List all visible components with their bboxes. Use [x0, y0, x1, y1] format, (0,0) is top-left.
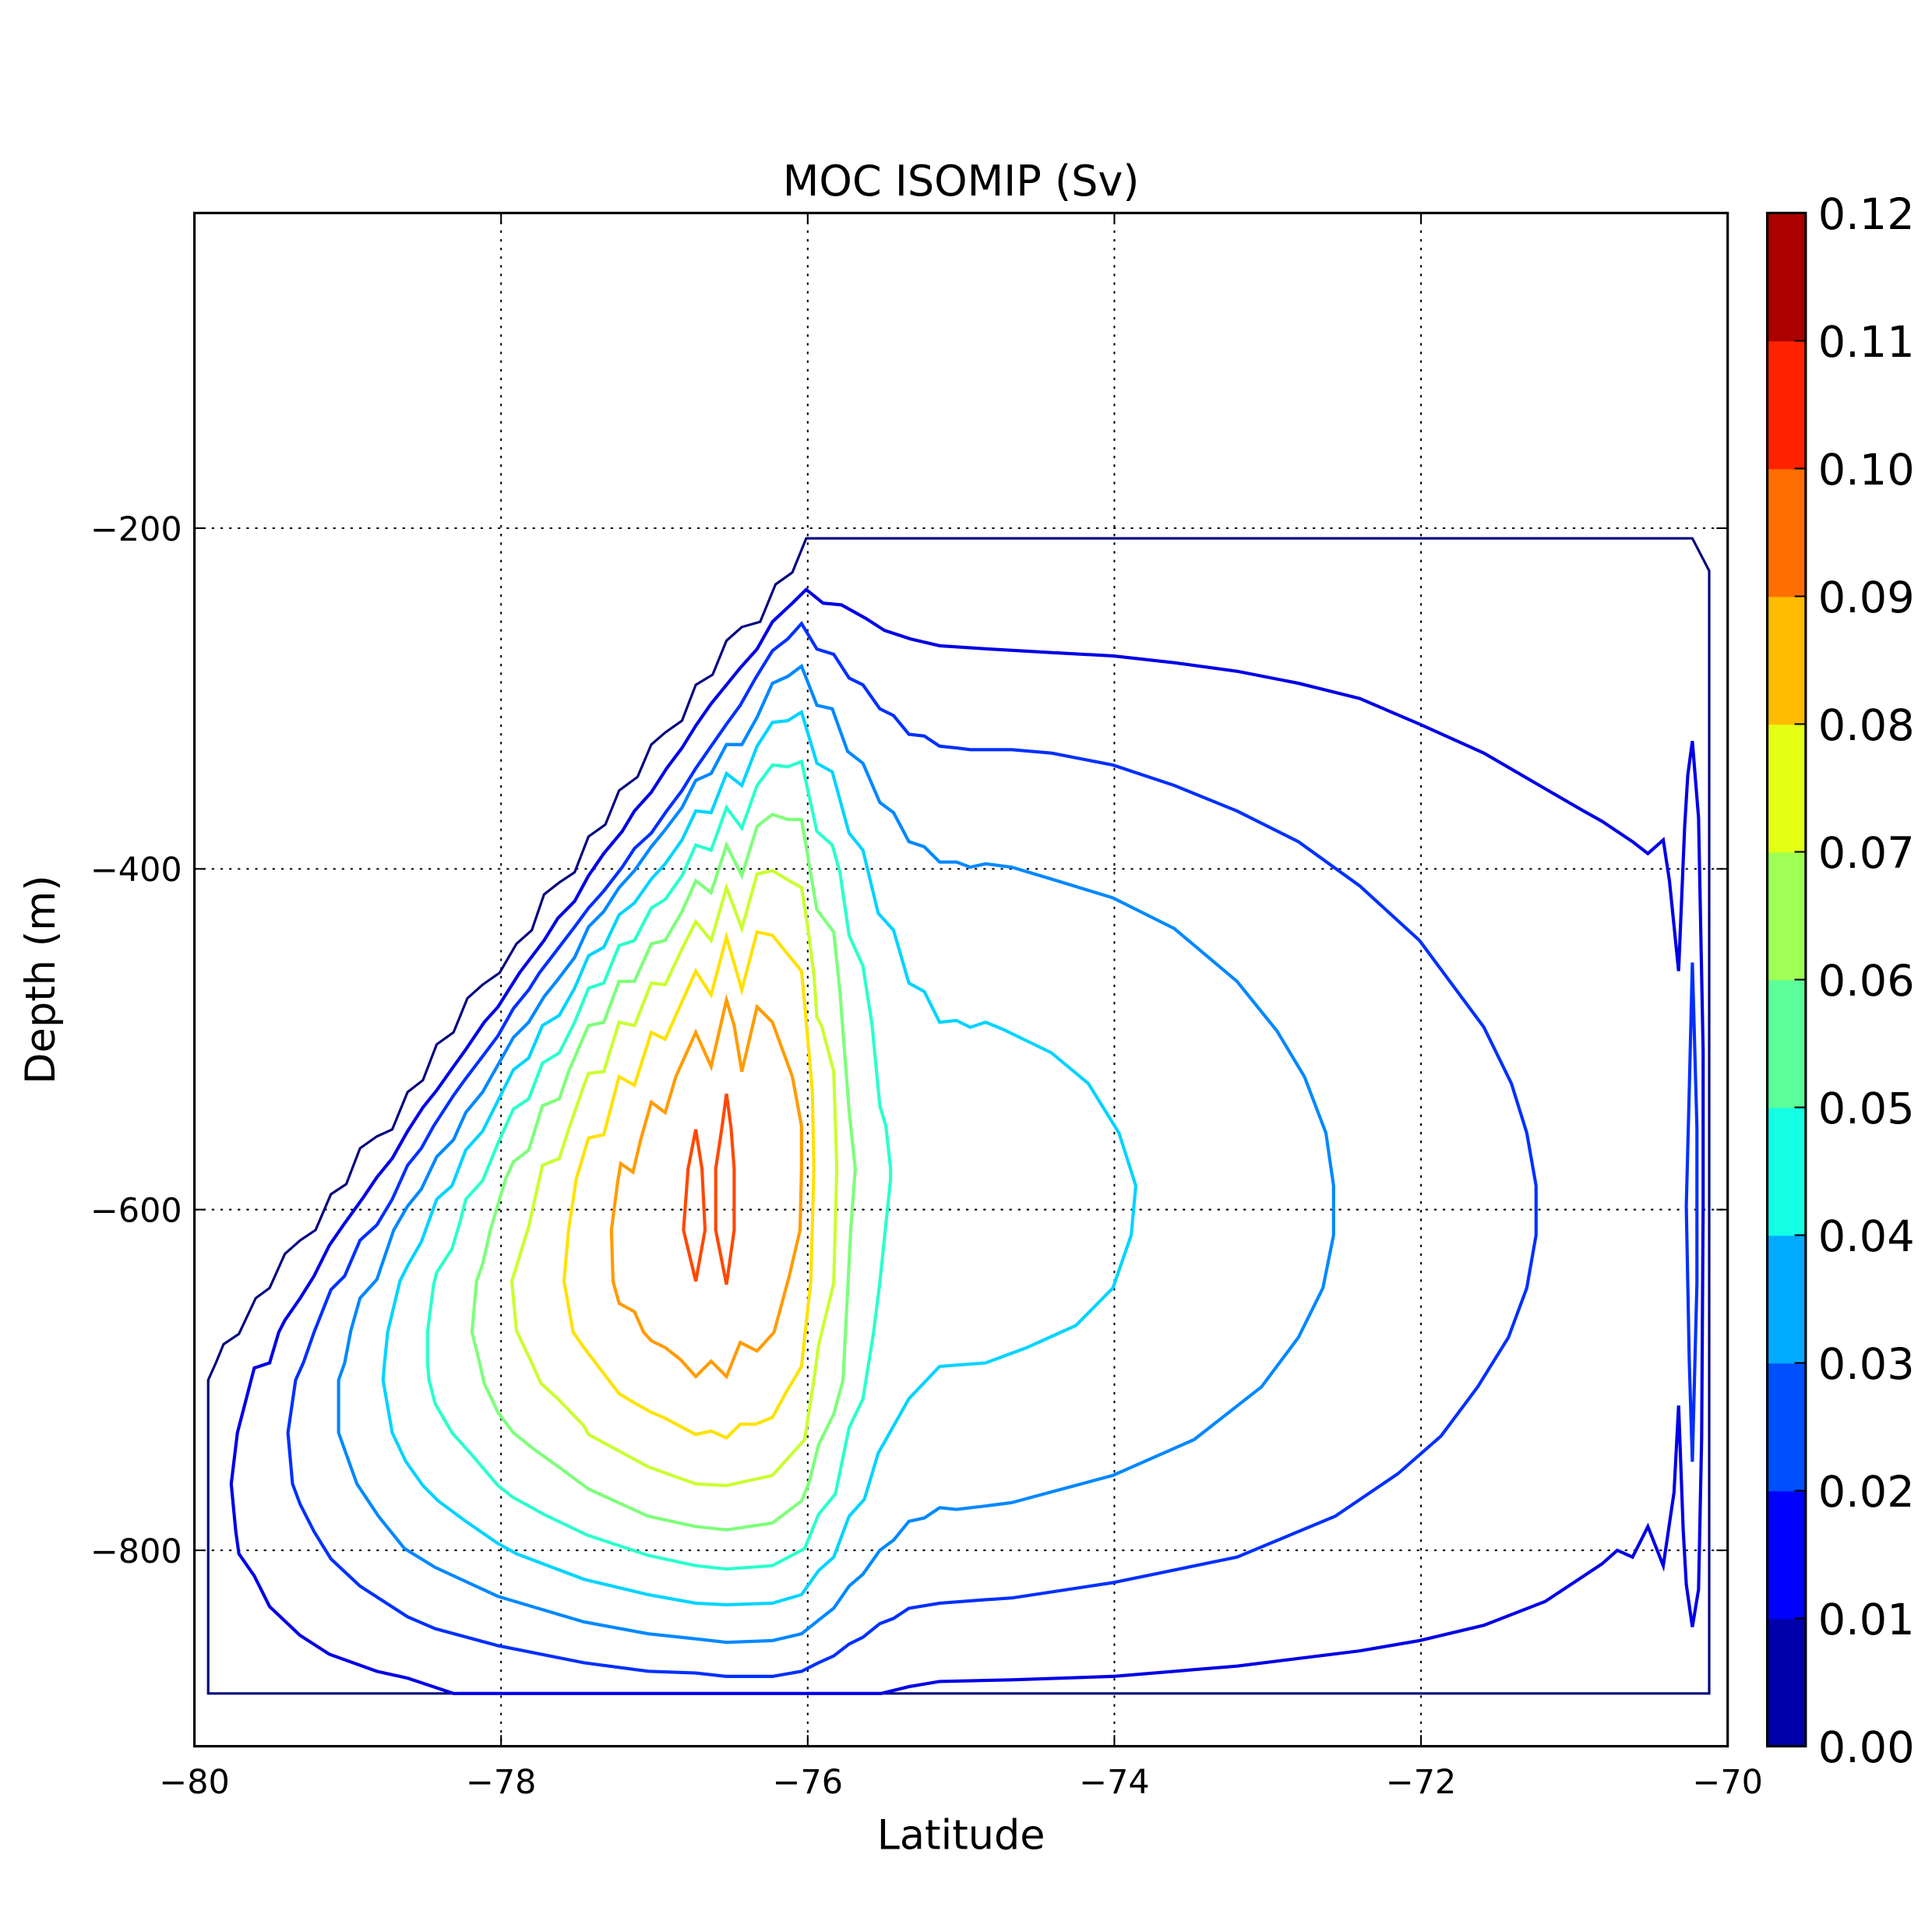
contour-line-0.07 — [509, 869, 839, 1487]
colorbar-band — [1767, 596, 1806, 725]
y-axis-label: Depth (m) — [17, 875, 65, 1084]
colorbar-band — [1767, 979, 1806, 1109]
contour-line-0.08 — [562, 929, 816, 1440]
x-tick-label: −76 — [773, 1763, 844, 1802]
contour-line-0.10 — [714, 1093, 736, 1285]
contour-lines — [206, 537, 1711, 1695]
colorbar-tick-label: 0.10 — [1818, 445, 1915, 495]
colorbar-band — [1767, 340, 1806, 470]
colorbar-tick-label: 0.06 — [1818, 956, 1915, 1007]
contour-line-0.05 — [425, 759, 893, 1571]
x-tick-label: −72 — [1386, 1763, 1457, 1802]
colorbar-band — [1767, 724, 1806, 853]
colorbar-band — [1767, 1618, 1806, 1747]
colorbar-band — [1767, 1107, 1806, 1236]
colorbar-tick-label: 0.02 — [1818, 1467, 1915, 1518]
y-tick-label: −400 — [90, 851, 182, 890]
colorbar-tick-label: 0.05 — [1818, 1084, 1915, 1134]
colorbar-tick-label: 0.07 — [1818, 828, 1915, 879]
colorbar-band — [1767, 1363, 1806, 1492]
colorbar-tick-label: 0.01 — [1818, 1595, 1915, 1645]
colorbar-tick-label: 0.12 — [1818, 189, 1915, 240]
y-tick-label: −600 — [90, 1192, 182, 1231]
x-tick-label: −70 — [1692, 1763, 1763, 1802]
chart-title: MOC ISOMIP (Sv) — [783, 157, 1140, 206]
colorbar-tick-label: 0.04 — [1818, 1211, 1915, 1262]
axis-ticks: −80 −78 −76 −74 −72 −70 −800 −600 −400 −200 — [90, 213, 1763, 1802]
colorbar-tick-label: 0.08 — [1818, 700, 1915, 751]
colorbar-band — [1767, 213, 1806, 342]
colorbar-band — [1767, 468, 1806, 598]
x-axis-label: Latitude — [877, 1811, 1045, 1859]
colorbar-band — [1767, 1235, 1806, 1364]
contour-line-0.00 — [206, 537, 1711, 1695]
contour-line-0.02 — [1684, 962, 1699, 1462]
colorbar-tick-label: 0.03 — [1818, 1339, 1915, 1390]
contour-line-0.09 — [609, 993, 803, 1380]
contour-line-0.06 — [470, 813, 857, 1532]
contour-line-0.04 — [381, 709, 1138, 1607]
x-tick-label: −74 — [1079, 1763, 1150, 1802]
colorbar-band — [1767, 1490, 1806, 1620]
colorbar: 0.00 0.01 0.02 0.03 0.04 0.05 0.06 0.07 0.08 0.09… — [1765, 189, 1915, 1773]
axes-frame — [193, 211, 1729, 1748]
contour-line-0.01 — [229, 587, 1705, 1695]
contour-line-0.10 — [682, 1129, 707, 1282]
colorbar-tick-label: 0.09 — [1818, 573, 1915, 623]
colorbar-band — [1767, 851, 1806, 981]
colorbar-tick-label: 0.00 — [1818, 1722, 1915, 1773]
colorbar-tick-label: 0.11 — [1818, 317, 1915, 368]
x-tick-label: −80 — [159, 1763, 230, 1802]
x-tick-label: −78 — [466, 1763, 537, 1802]
y-tick-label: −800 — [90, 1532, 182, 1571]
contour-line-0.02 — [286, 620, 1538, 1678]
contour-line-0.03 — [337, 663, 1335, 1645]
y-tick-label: −200 — [90, 510, 182, 549]
